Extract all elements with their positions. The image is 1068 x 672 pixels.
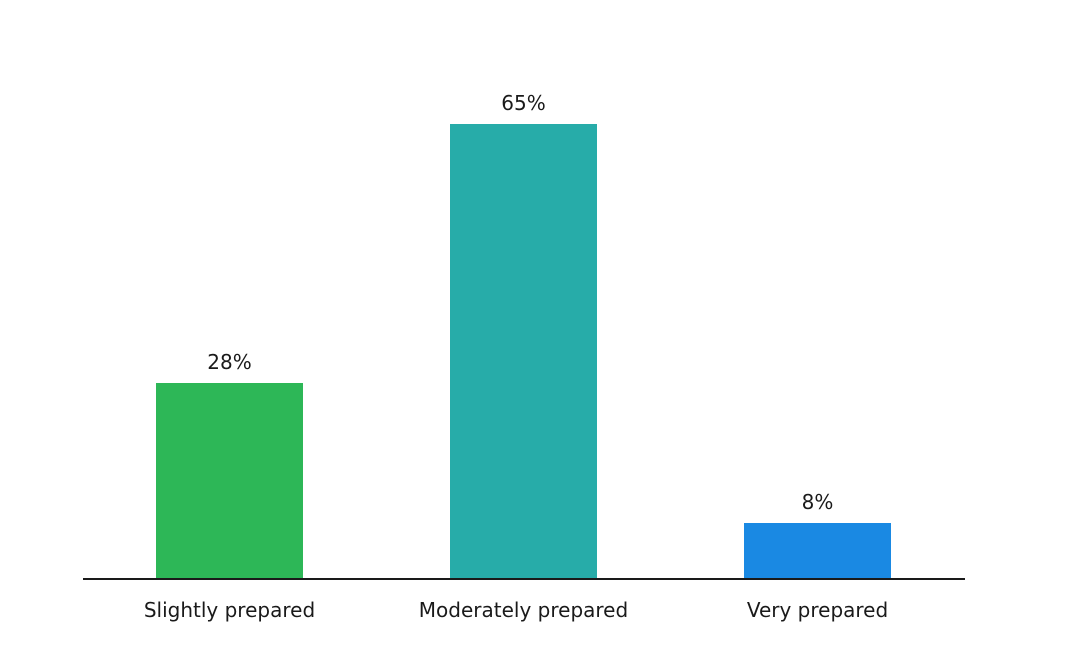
bar-slightly-prepared <box>156 383 303 579</box>
category-label-very-prepared: Very prepared <box>747 598 888 622</box>
category-labels-layer: Slightly prepared Moderately prepared Very… <box>144 598 888 622</box>
value-labels-layer: 28% 65% 8% <box>207 91 833 514</box>
value-label-slightly-prepared: 28% <box>207 350 251 374</box>
category-label-slightly-prepared: Slightly prepared <box>144 598 315 622</box>
value-label-moderately-prepared: 65% <box>501 91 545 115</box>
category-label-moderately-prepared: Moderately prepared <box>419 598 628 622</box>
value-label-very-prepared: 8% <box>802 490 834 514</box>
bar-very-prepared <box>744 523 891 579</box>
bars-layer <box>156 124 891 579</box>
bar-moderately-prepared <box>450 124 597 579</box>
